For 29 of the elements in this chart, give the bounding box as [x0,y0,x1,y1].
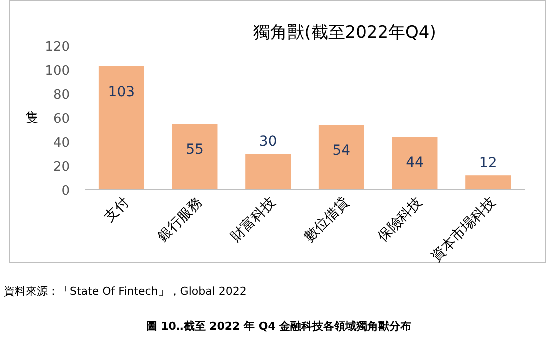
y-tick-label: 80 [53,88,70,103]
x-tick-label: 支付 [101,194,132,226]
bar [246,154,292,190]
bar [98,66,144,190]
bar [392,137,438,190]
source-note: 資料來源：「State Of Fintech」，Global 2022 [4,285,247,298]
y-tick-label: 20 [53,160,70,175]
data-label: 12 [479,156,498,172]
x-tick-label: 銀行服務 [154,194,206,246]
bar [466,176,512,190]
data-label: 55 [186,142,204,158]
x-tick-label: 保險科技 [374,194,426,246]
y-axis-title: 隻 [26,111,38,126]
y-tick-label: 40 [53,136,70,151]
x-tick-label: 資本市場科技 [428,194,500,266]
data-label: 44 [406,155,424,172]
data-label: 30 [259,134,278,150]
caption: 圖 10‥截至 2022 年 Q4 金融科技各領域獨角獸分布 [146,320,412,333]
bar [318,125,364,190]
y-tick-label: 0 [62,184,70,199]
data-label: 54 [332,143,351,160]
chart-title: 獨角獸(截至2022年Q4) [254,23,436,43]
y-tick-label: 120 [45,40,70,55]
data-label: 103 [108,84,136,100]
y-tick-label: 60 [53,112,70,127]
x-tick-label: 財富科技 [228,194,280,246]
y-tick-label: 100 [45,64,70,79]
bar [172,124,218,190]
x-tick-label: 數位借貸 [302,194,352,246]
